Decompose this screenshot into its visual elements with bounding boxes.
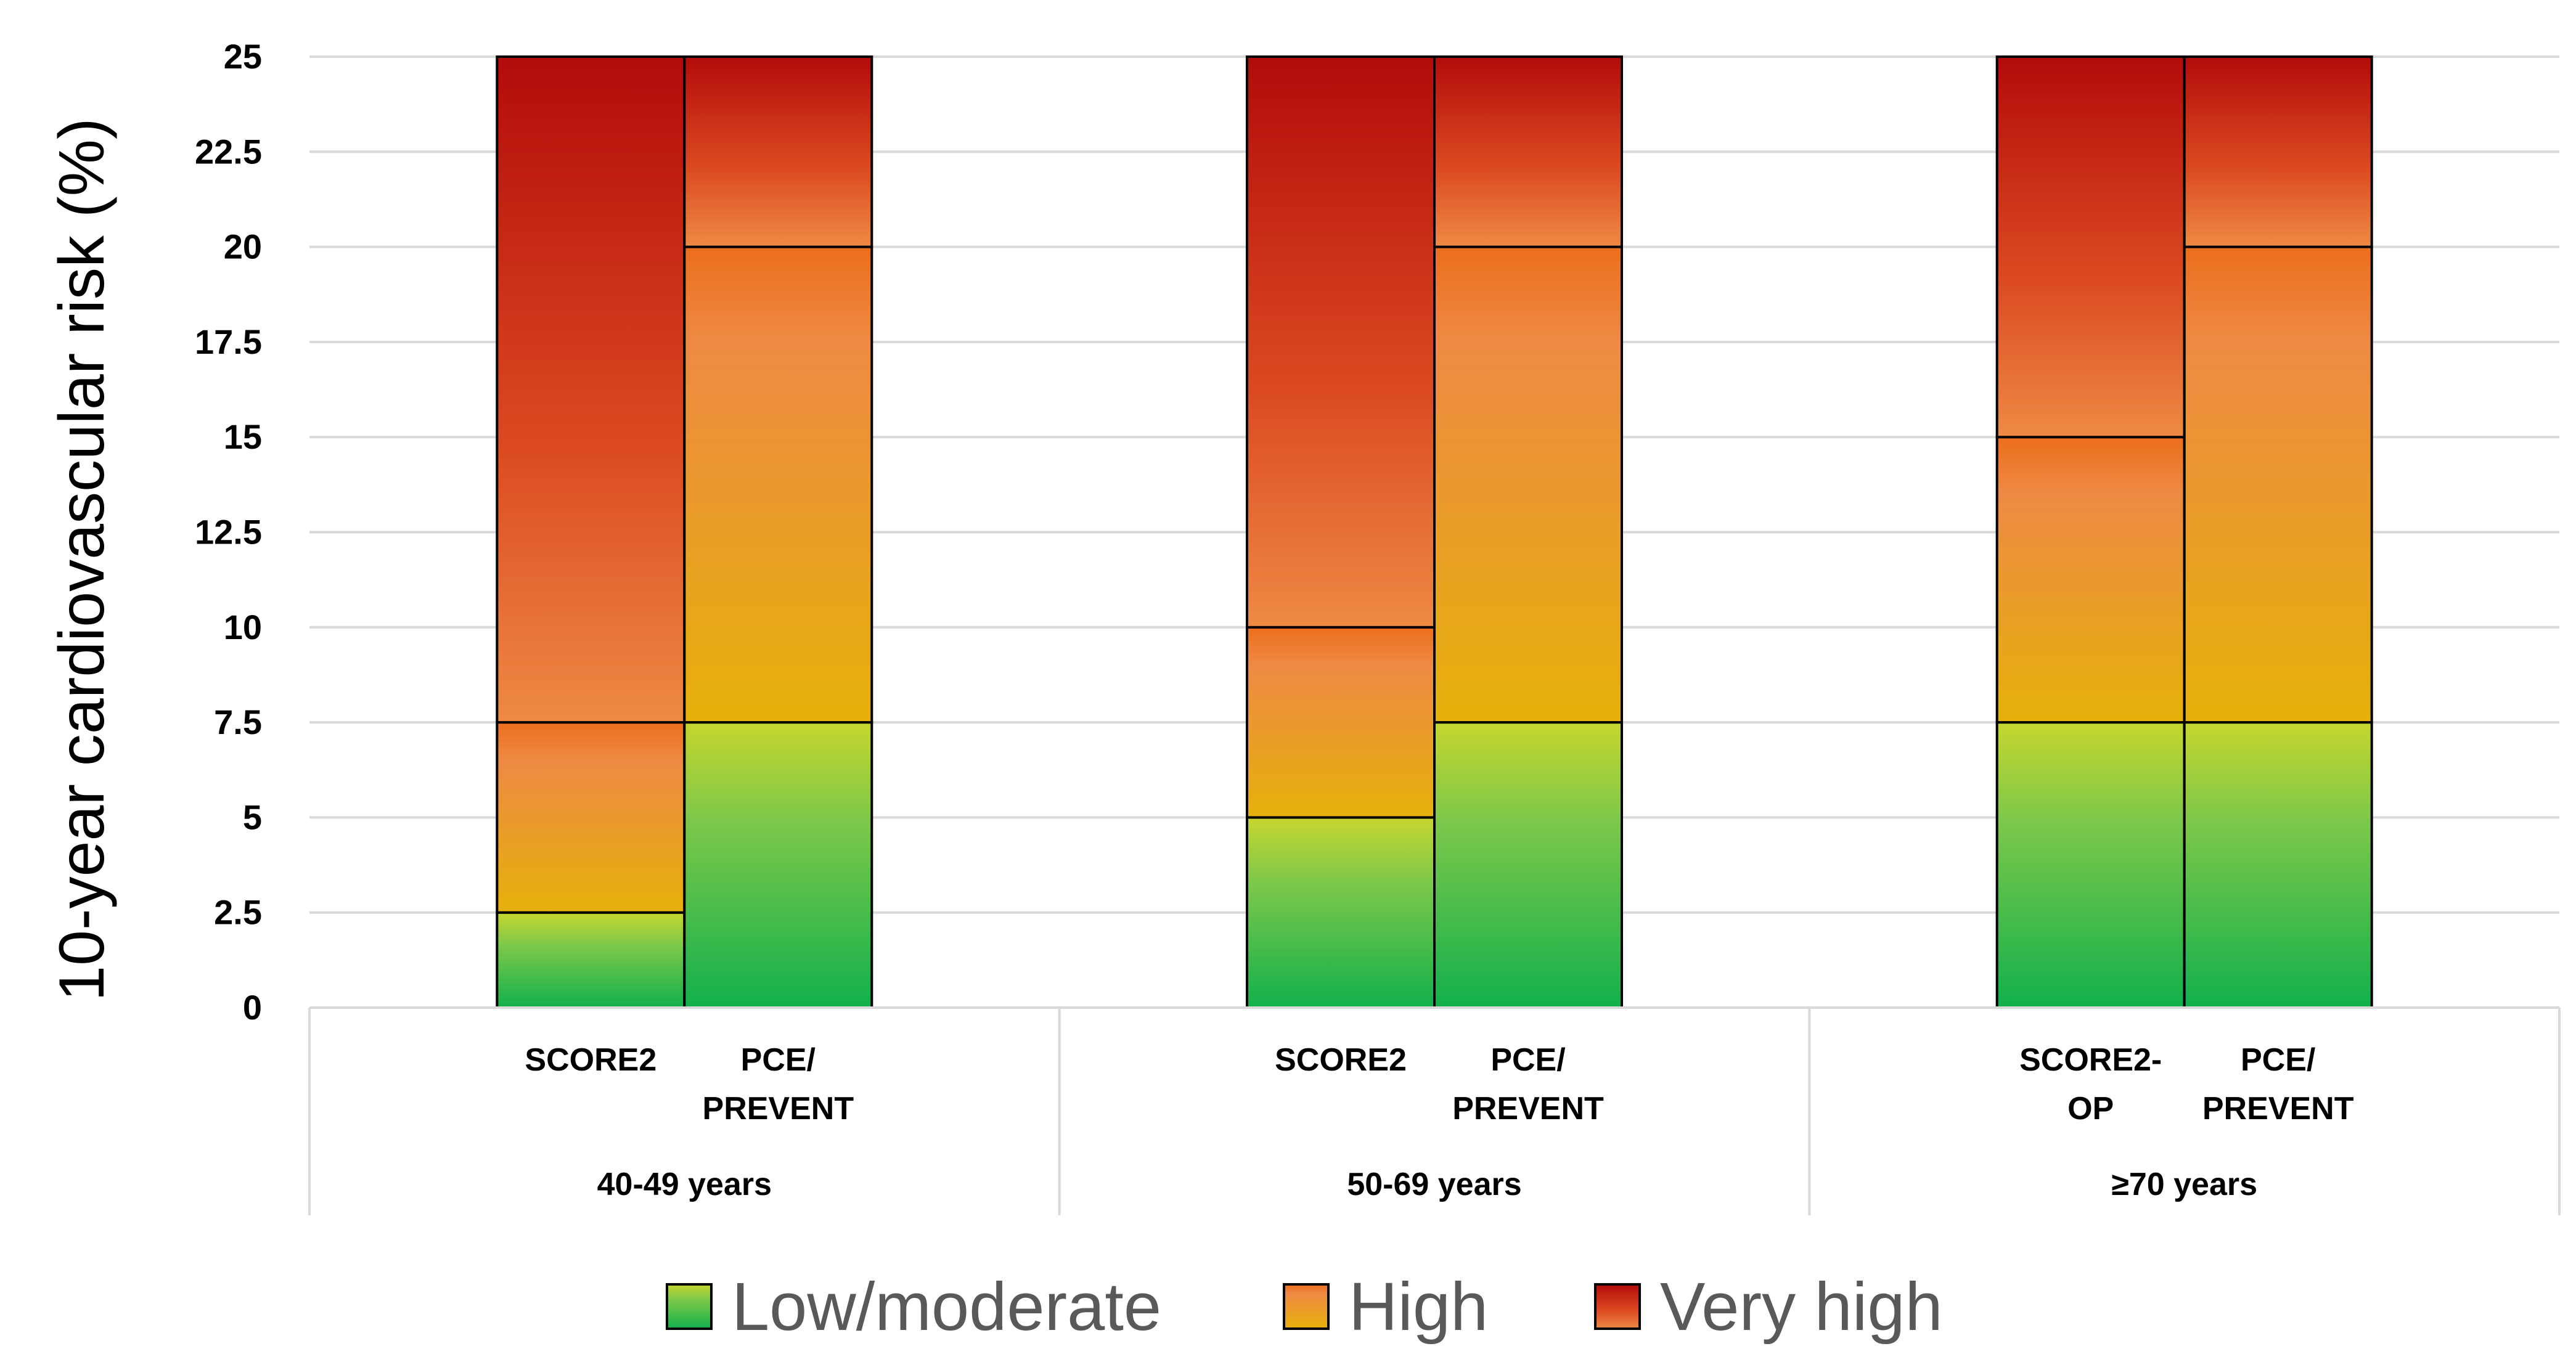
legend-item-very-high: Very high	[1594, 1269, 1943, 1345]
bar-segment-low-moderate	[1995, 721, 2186, 1009]
bar-segment-very-high	[1246, 55, 1436, 629]
legend: Low/moderate High Very high	[666, 1269, 1943, 1345]
bar-segment-high	[2183, 245, 2373, 724]
y-tick-label: 22.5	[195, 132, 262, 171]
bar-segment-high	[683, 245, 873, 724]
legend-label: High	[1349, 1269, 1488, 1345]
y-tick-label: 0	[243, 988, 262, 1027]
x-tick-label: OP	[2067, 1091, 2114, 1127]
x-tick-label: PCE/	[741, 1042, 816, 1078]
legend-item-high: High	[1283, 1269, 1488, 1345]
y-tick-label: 2.5	[214, 893, 262, 932]
y-axis-ticks: 0 2.5 5 7.5 10 12.5 15 17.5 20 22.5 25	[195, 37, 262, 1027]
y-tick-label: 15	[224, 417, 262, 456]
group-label: 50-69 years	[1347, 1167, 1521, 1202]
x-tick-label: PCE/	[2241, 1042, 2315, 1078]
y-tick-label: 20	[224, 227, 262, 266]
legend-label: Low/moderate	[732, 1269, 1161, 1345]
y-axis-label: 10-year cardiovascular risk (%)	[46, 118, 118, 1001]
x-tick-label: PREVENT	[2202, 1091, 2354, 1127]
y-tick-label: 10	[224, 608, 262, 646]
group-label: ≥70 years	[2111, 1167, 2257, 1202]
y-tick-label: 17.5	[195, 322, 262, 361]
y-tick-label: 25	[224, 37, 262, 76]
group-label: 40-49 years	[597, 1167, 772, 1202]
y-tick-label: 7.5	[214, 703, 262, 741]
bar-segment-very-high	[496, 55, 686, 724]
bars	[496, 55, 2373, 1009]
legend-swatch	[1594, 1283, 1641, 1330]
bar-segment-low-moderate	[683, 721, 873, 1009]
x-tick-label: PREVENT	[703, 1091, 854, 1127]
bar-segment-low-moderate	[1246, 816, 1436, 1009]
bar-segment-high	[1433, 245, 1623, 724]
bar-segment-high	[1995, 436, 2186, 724]
bar-segment-low-moderate	[496, 911, 686, 1009]
bar-segment-very-high	[1433, 55, 1623, 248]
x-tick-label: SCORE2	[1275, 1042, 1407, 1078]
bar-segment-very-high	[1995, 55, 2186, 439]
y-tick-label: 12.5	[195, 513, 262, 552]
bar-segment-low-moderate	[2183, 721, 2373, 1009]
legend-swatch	[666, 1283, 713, 1330]
legend-swatch	[1283, 1283, 1330, 1330]
x-tick-label: PREVENT	[1452, 1091, 1604, 1127]
bar-segment-low-moderate	[1433, 721, 1623, 1009]
y-tick-label: 5	[243, 797, 262, 836]
legend-label: Very high	[1660, 1269, 1943, 1345]
x-axis: SCORE2 PCE/PREVENT 40-49 years SCORE2 PCE/PR…	[308, 1006, 2561, 1215]
x-tick-label: SCORE2-	[2019, 1042, 2162, 1078]
bar-segment-very-high	[683, 55, 873, 248]
bar-segment-very-high	[2183, 55, 2373, 248]
bar-segment-high	[496, 721, 686, 914]
bar-segment-high	[1246, 626, 1436, 819]
legend-item-low-moderate: Low/moderate	[666, 1269, 1161, 1345]
x-tick-label: SCORE2	[525, 1042, 656, 1078]
x-tick-label: PCE/	[1490, 1042, 1565, 1078]
